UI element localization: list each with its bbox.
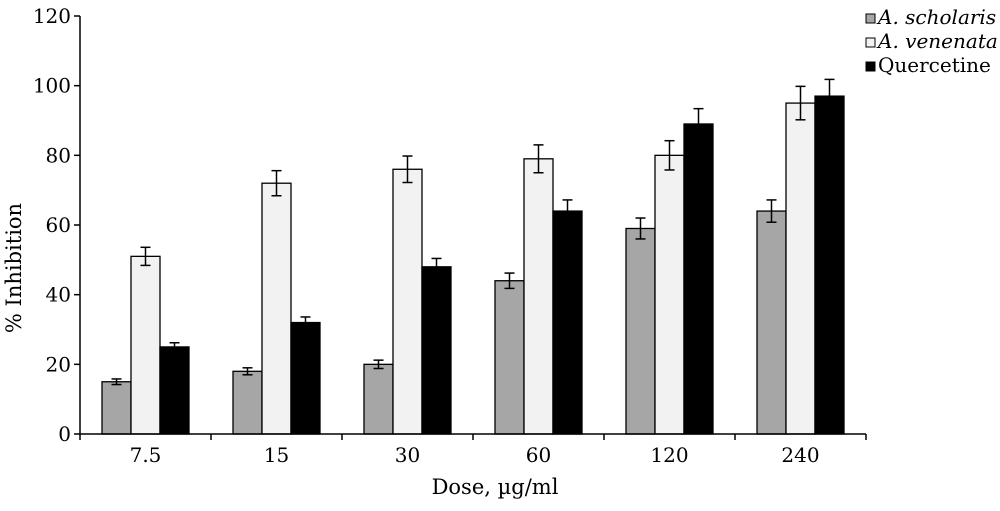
- y-tick-label: 20: [46, 352, 71, 376]
- bar: [159, 346, 190, 435]
- bar: [552, 210, 583, 435]
- bar: [290, 321, 321, 435]
- legend-swatch: [865, 13, 876, 24]
- legend-swatch: [865, 37, 876, 48]
- y-tick-label: 60: [46, 213, 71, 237]
- y-tick-label: 100: [33, 74, 71, 98]
- bar: [625, 227, 656, 435]
- bar: [130, 255, 161, 435]
- bars: [101, 78, 845, 435]
- y-tick-label: 0: [58, 422, 71, 446]
- bar: [654, 154, 685, 435]
- bar: [232, 370, 263, 435]
- legend-label: A. scholaris: [876, 5, 996, 29]
- legend-label: Quercetine: [878, 53, 991, 77]
- y-tick-label: 40: [46, 283, 71, 307]
- bar: [756, 210, 787, 435]
- bar: [421, 266, 452, 435]
- bar: [814, 95, 845, 435]
- x-tick-label: 120: [650, 443, 688, 467]
- x-tick-label: 30: [395, 443, 420, 467]
- y-tick-label: 80: [46, 143, 71, 167]
- x-tick-label: 15: [264, 443, 289, 467]
- x-axis-ticks: 7.5 15 30 60 120 240: [79, 434, 867, 467]
- x-axis-title: Dose, µg/ml: [432, 475, 559, 499]
- legend-label: A. venenata: [876, 29, 998, 53]
- bar: [785, 102, 816, 435]
- y-tick-label: 120: [33, 4, 71, 28]
- bar: [523, 158, 554, 435]
- bar: [261, 182, 292, 435]
- bar: [101, 381, 132, 435]
- y-axis-title: % Inhibition: [2, 203, 26, 333]
- bar: [494, 280, 525, 435]
- bar: [392, 168, 423, 435]
- x-tick-label: 7.5: [130, 443, 162, 467]
- bar: [683, 123, 714, 435]
- bar: [363, 363, 394, 435]
- y-axis-ticks: 0 20 40 60 80 100 120: [33, 4, 80, 446]
- legend-swatch: [865, 61, 876, 72]
- x-tick-label: 60: [526, 443, 551, 467]
- x-tick-label: 240: [781, 443, 819, 467]
